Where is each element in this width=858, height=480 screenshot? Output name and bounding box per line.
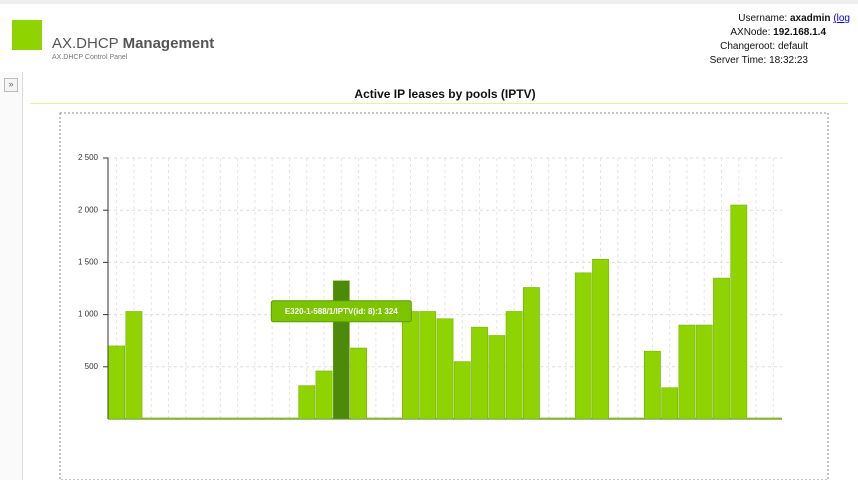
logout-link[interactable]: (log <box>833 13 850 24</box>
sidebar-toggle[interactable]: » <box>4 78 18 92</box>
info-label: Username: <box>738 13 788 24</box>
y-tick-label: 1 000 <box>78 310 99 319</box>
info-label: AXNode: <box>730 27 771 38</box>
bar <box>540 417 558 420</box>
brand-bold: Management <box>122 35 215 52</box>
chart-frame <box>59 112 829 480</box>
top-bar <box>0 0 858 4</box>
bar <box>125 311 143 420</box>
tooltip-box <box>270 300 412 323</box>
tooltip-text: E320-1-588/1/IPTV(id: 8):1 324 <box>285 307 398 316</box>
info-row: Server Time: 18:32:23 <box>710 54 808 68</box>
bar <box>281 417 298 420</box>
bar <box>764 417 782 420</box>
bar <box>678 324 696 420</box>
bar <box>177 417 195 420</box>
bar <box>263 417 281 420</box>
bar <box>713 277 730 420</box>
bar <box>644 350 661 420</box>
bar <box>367 417 385 420</box>
bar <box>453 361 471 420</box>
info-label: Changeroot: <box>720 41 776 52</box>
info-value: default <box>777 41 808 52</box>
bar <box>592 259 609 420</box>
bar <box>108 345 126 420</box>
bar <box>609 417 627 420</box>
bar <box>194 417 212 420</box>
divider <box>30 103 848 104</box>
bar <box>523 287 540 420</box>
bar <box>747 417 765 420</box>
bar <box>402 311 419 420</box>
bar <box>557 417 575 420</box>
bar <box>730 204 748 420</box>
bar <box>211 417 229 420</box>
bar <box>574 272 592 420</box>
logo <box>12 20 42 50</box>
bar <box>350 347 367 420</box>
brand: AX.DHCP Management <box>52 35 214 52</box>
bar <box>488 335 506 420</box>
bar <box>246 417 264 420</box>
brand-name: AX.DHCP <box>52 35 119 52</box>
bar <box>661 387 679 420</box>
bar <box>436 318 454 420</box>
bar <box>315 370 333 420</box>
info-value: 18:32:23 <box>769 55 808 66</box>
bar <box>384 417 402 420</box>
y-tick-label: 1 500 <box>78 258 99 267</box>
session-info: Username: axadmin (log AXNode: 192.168.1… <box>710 12 850 68</box>
brand-subtitle: AX.DHCP Control Panel <box>52 54 128 61</box>
y-tick-label: 500 <box>85 362 99 371</box>
bar <box>298 385 316 420</box>
info-value: axadmin <box>789 13 831 24</box>
bar <box>419 311 437 420</box>
bar <box>160 417 177 420</box>
info-label: Server Time: <box>709 55 767 66</box>
sidebar <box>0 72 23 480</box>
y-tick-label: 2 500 <box>78 153 99 162</box>
bar <box>229 417 246 420</box>
bar <box>695 324 713 420</box>
bar <box>471 326 488 420</box>
chart-title: Active IP leases by pools (IPTV) <box>354 87 535 101</box>
info-value: 192.168.1.4 <box>773 27 826 38</box>
bar <box>142 417 160 420</box>
bar <box>505 311 523 420</box>
y-tick-label: 2 000 <box>78 205 99 214</box>
bar <box>626 417 644 420</box>
info-row: Changeroot: default <box>710 40 808 54</box>
info-row: Username: axadmin (log <box>710 12 850 26</box>
info-row: AXNode: 192.168.1.4 <box>710 26 826 40</box>
